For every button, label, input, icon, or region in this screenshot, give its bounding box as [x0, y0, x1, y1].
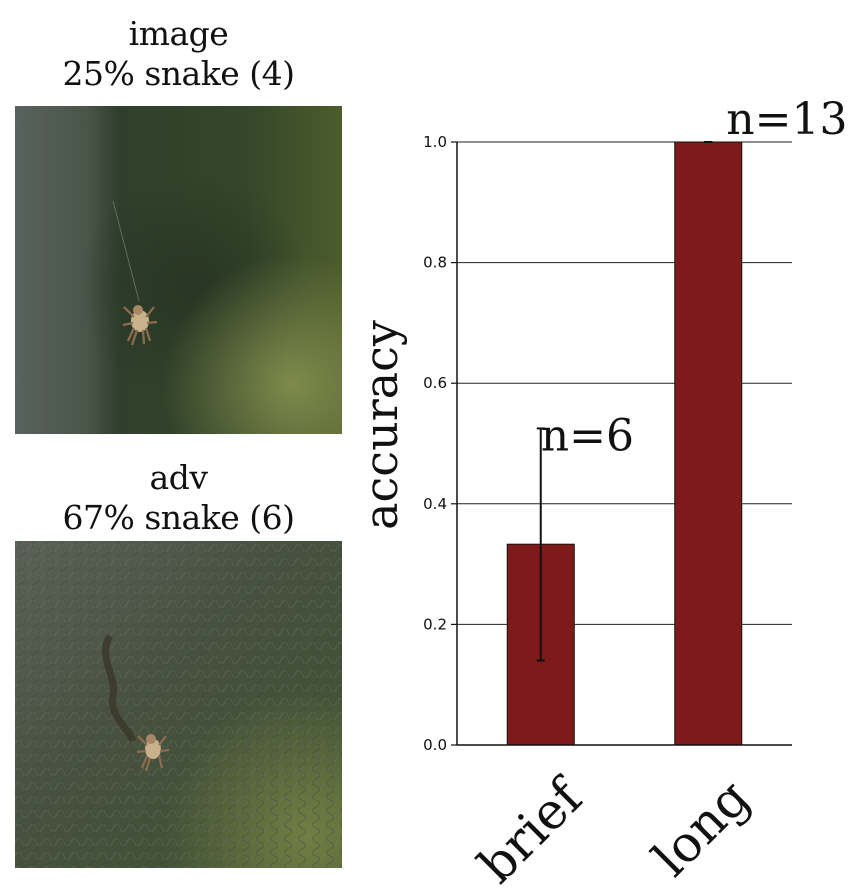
y-tick-label: 0.4	[423, 495, 447, 513]
x-tick-label-long: long	[642, 768, 761, 887]
y-axis-title: accuracy	[354, 320, 408, 530]
top-panel-title-line1: image	[128, 14, 229, 53]
y-tick-label: 0.0	[423, 736, 447, 754]
spider-icon	[122, 305, 158, 346]
bottom-panel-title-line1: adv	[149, 458, 208, 497]
error-bars	[536, 141, 713, 662]
bottom-panel-title-line2: 67% snake (6)	[62, 498, 295, 537]
bottom-panel-title: adv 67% snake (6)	[15, 458, 342, 538]
adversarial-spider-photo	[15, 541, 342, 868]
x-tick-labels: brief long	[467, 766, 760, 892]
snake-icon	[102, 634, 137, 743]
top-panel-title-line2: 25% snake (4)	[62, 54, 295, 93]
y-tick-label: 0.2	[423, 615, 447, 633]
bars	[506, 141, 743, 746]
y-tick-label: 1.0	[423, 133, 447, 151]
x-tick-label-brief: brief	[467, 766, 595, 892]
error-bar-brief	[536, 427, 545, 662]
top-panel-title: image 25% snake (4)	[15, 14, 342, 94]
spider-icon	[136, 734, 170, 772]
original-spider-photo	[15, 106, 342, 434]
sample-size-labels: n=6 n=13	[541, 94, 848, 461]
n-label-long: n=13	[726, 94, 847, 145]
y-tick-labels: 0.0 0.2 0.4 0.6 0.8 1.0	[423, 133, 457, 754]
axes	[456, 142, 792, 746]
y-tick-label: 0.6	[423, 374, 447, 392]
bar-long	[674, 141, 743, 746]
n-label-brief: n=6	[541, 410, 634, 461]
y-tick-label: 0.8	[423, 254, 447, 272]
